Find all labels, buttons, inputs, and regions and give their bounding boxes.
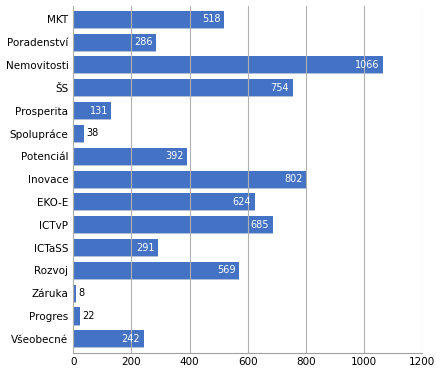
Bar (73, 103, 112, 120)
Bar (73, 79, 292, 96)
Text: 286: 286 (135, 37, 153, 47)
Bar (73, 80, 292, 97)
Text: 8: 8 (78, 288, 84, 298)
Text: 291: 291 (136, 242, 154, 253)
Bar (73, 331, 144, 348)
Text: 38: 38 (87, 128, 99, 138)
Bar (73, 172, 306, 188)
Bar (73, 308, 80, 326)
Bar (73, 148, 187, 165)
Text: 569: 569 (217, 266, 235, 275)
Bar (73, 102, 112, 119)
Bar (73, 57, 383, 74)
Text: 392: 392 (165, 151, 184, 161)
Bar (73, 11, 224, 28)
Bar (73, 126, 84, 143)
Bar (73, 240, 158, 257)
Text: 754: 754 (270, 83, 289, 93)
Bar (73, 217, 273, 234)
Bar (73, 286, 75, 303)
Bar (73, 170, 306, 188)
Bar (73, 307, 80, 325)
Bar (73, 216, 273, 233)
Bar (73, 239, 158, 256)
Text: 802: 802 (284, 174, 303, 184)
Bar (73, 34, 157, 51)
Text: 685: 685 (250, 220, 269, 230)
Bar (73, 262, 239, 279)
Text: 242: 242 (122, 334, 140, 344)
Text: 518: 518 (202, 14, 220, 24)
Bar (73, 193, 255, 210)
Bar (73, 12, 224, 29)
Bar (73, 56, 383, 73)
Bar (73, 263, 239, 280)
Bar (73, 34, 157, 51)
Bar (73, 125, 84, 142)
Text: 1066: 1066 (355, 60, 380, 70)
Bar (73, 148, 187, 166)
Bar (73, 194, 255, 211)
Text: 22: 22 (82, 311, 94, 321)
Text: 624: 624 (233, 197, 251, 207)
Bar (73, 330, 144, 347)
Bar (73, 285, 75, 302)
Text: 131: 131 (90, 106, 108, 116)
